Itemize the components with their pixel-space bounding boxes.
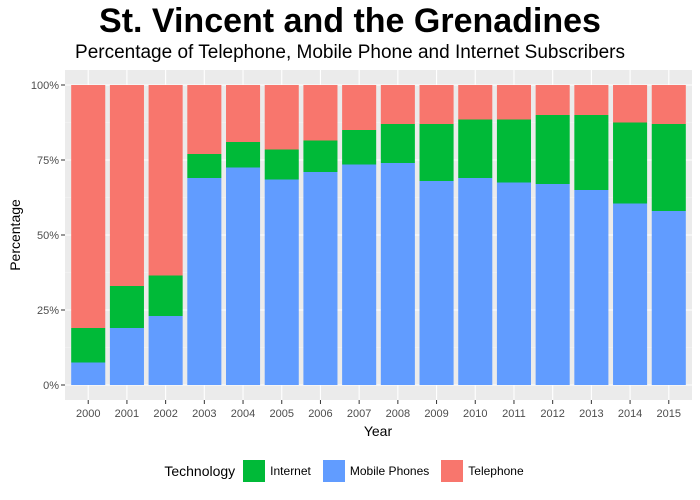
legend-swatch-mobile-phones: [322, 460, 345, 482]
bar-mobile-phones-2003: [187, 178, 222, 385]
x-tick-label: 2005: [269, 408, 293, 420]
bar-telephone-2003: [187, 85, 222, 154]
chart-title: St. Vincent and the Grenadines: [99, 2, 601, 40]
y-tick-label: 75%: [37, 155, 59, 167]
bar-mobile-phones-2010: [458, 178, 493, 385]
chart-subtitle: Percentage of Telephone, Mobile Phone an…: [75, 42, 625, 63]
bar-telephone-2012: [535, 85, 570, 115]
bar-internet-2001: [109, 286, 144, 328]
x-tick-label: 2012: [540, 408, 564, 420]
legend: Technology Internet Mobile Phones Teleph…: [0, 460, 700, 482]
legend-title: Technology: [164, 463, 236, 479]
bar-telephone-2015: [651, 85, 686, 124]
bar-mobile-phones-2001: [109, 328, 144, 385]
bar-telephone-2002: [148, 85, 183, 276]
bar-internet-2009: [419, 124, 454, 181]
bar-internet-2007: [342, 130, 377, 165]
bar-internet-2000: [71, 328, 106, 363]
bar-telephone-2011: [496, 85, 531, 120]
bar-mobile-phones-2009: [419, 181, 454, 385]
x-tick-label: 2014: [618, 408, 642, 420]
bar-internet-2014: [613, 122, 648, 204]
bar-telephone-2004: [226, 85, 261, 142]
x-tick-label: 2004: [231, 408, 255, 420]
y-tick-label: 50%: [37, 230, 59, 242]
bar-internet-2006: [303, 140, 338, 172]
x-tick-label: 2013: [579, 408, 603, 420]
legend-item-telephone: Telephone: [441, 460, 524, 482]
legend-label-mobile-phones: Mobile Phones: [349, 464, 430, 478]
x-tick-label: 2002: [153, 408, 177, 420]
bar-telephone-2010: [458, 85, 493, 120]
x-tick-label: 2015: [657, 408, 681, 420]
bar-internet-2011: [496, 119, 531, 183]
bar-internet-2004: [226, 142, 261, 168]
bar-internet-2015: [651, 124, 686, 211]
bar-mobile-phones-2000: [71, 362, 106, 385]
bar-telephone-2014: [613, 85, 648, 123]
bar-internet-2012: [535, 115, 570, 184]
x-tick-label: 2009: [424, 408, 448, 420]
bar-mobile-phones-2004: [226, 167, 261, 385]
legend-item-mobile-phones: Mobile Phones: [322, 460, 430, 482]
bar-telephone-2007: [342, 85, 377, 130]
x-axis-title: Year: [364, 423, 393, 439]
bar-internet-2003: [187, 154, 222, 178]
x-tick-label: 2007: [347, 408, 371, 420]
x-tick-label: 2003: [192, 408, 216, 420]
bar-internet-2010: [458, 119, 493, 178]
bar-telephone-2009: [419, 85, 454, 124]
stacked-bar-chart: 0% 25% 50% 75% 100% 2000 2001 2002 2003 2004 2005…: [7, 70, 692, 439]
x-tick-label: 2001: [115, 408, 139, 420]
bar-telephone-2001: [109, 85, 144, 286]
legend-swatch-internet: [243, 460, 266, 482]
bar-mobile-phones-2006: [303, 172, 338, 385]
bar-internet-2002: [148, 275, 183, 316]
bar-internet-2013: [574, 115, 609, 190]
bar-mobile-phones-2015: [651, 211, 686, 385]
bar-mobile-phones-2007: [342, 164, 377, 385]
x-axis: 2000 2001 2002 2003 2004 2005 2006 2007 2008 2009…: [76, 400, 681, 420]
bar-telephone-2006: [303, 85, 338, 141]
bar-internet-2005: [264, 149, 299, 180]
y-axis-title: Percentage: [7, 199, 23, 271]
x-tick-label: 2000: [76, 408, 100, 420]
x-tick-label: 2011: [502, 408, 526, 420]
bar-mobile-phones-2002: [148, 316, 183, 385]
y-tick-label: 0%: [43, 380, 59, 392]
bar-mobile-phones-2008: [380, 163, 415, 385]
legend-item-internet: Internet: [243, 460, 311, 482]
bar-mobile-phones-2012: [535, 184, 570, 385]
bar-telephone-2013: [574, 85, 609, 115]
x-tick-label: 2010: [463, 408, 487, 420]
bar-mobile-phones-2013: [574, 190, 609, 385]
bar-internet-2008: [380, 124, 415, 163]
bar-telephone-2005: [264, 85, 299, 150]
y-tick-label: 100%: [31, 80, 59, 92]
y-tick-label: 25%: [37, 305, 59, 317]
y-axis: 0% 25% 50% 75% 100%: [31, 80, 65, 392]
bars: [71, 85, 686, 385]
bar-telephone-2000: [71, 85, 106, 328]
x-tick-label: 2006: [308, 408, 332, 420]
legend-label-telephone: Telephone: [468, 464, 524, 478]
legend-swatch-telephone: [441, 460, 464, 482]
bar-mobile-phones-2011: [496, 182, 531, 385]
bar-telephone-2008: [380, 85, 415, 124]
bar-mobile-phones-2014: [613, 203, 648, 385]
x-tick-label: 2008: [386, 408, 410, 420]
bar-mobile-phones-2005: [264, 179, 299, 385]
legend-label-internet: Internet: [270, 464, 311, 478]
